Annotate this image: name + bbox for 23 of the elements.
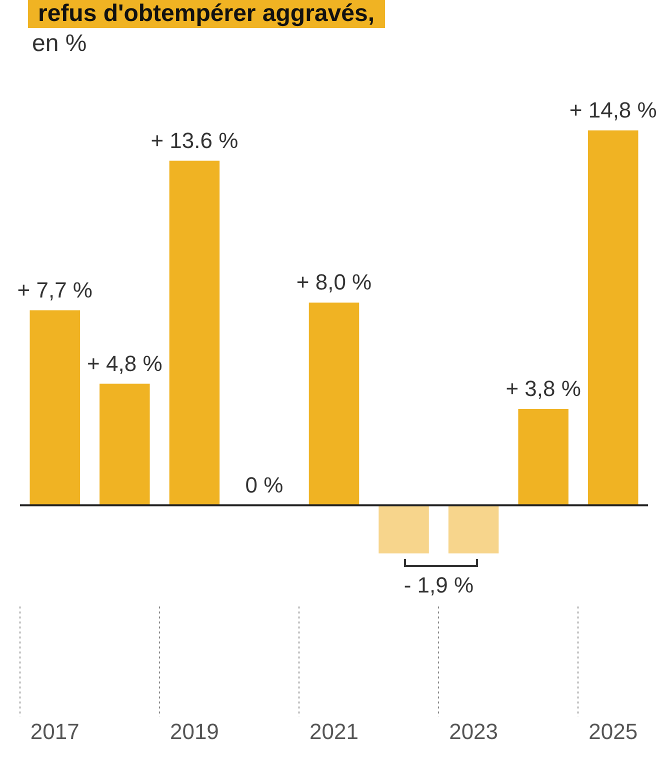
x-tick-label: 2019 (170, 718, 219, 744)
x-tick-label: 2023 (449, 718, 498, 744)
x-tick-label: 2017 (30, 718, 80, 744)
data-label: - 1,9 % (404, 572, 474, 598)
data-label: + 7,7 % (17, 277, 92, 302)
chart-subtitle: en % (32, 30, 87, 58)
x-tick-label: 2025 (588, 718, 638, 744)
data-label: + 8,0 % (296, 270, 372, 295)
bar (518, 409, 568, 506)
data-label: 0 % (245, 472, 284, 498)
bar (378, 505, 429, 554)
x-tick-label: 2021 (310, 718, 358, 744)
bar (448, 505, 499, 554)
data-label: + 3,8 % (506, 376, 581, 402)
bar (100, 384, 150, 506)
bar (30, 310, 80, 506)
bar (169, 160, 220, 506)
bar (588, 130, 638, 506)
chart-title: refus d'obtempérer aggravés, (28, 0, 384, 28)
data-label: + 14,8 % (569, 97, 657, 122)
bar (308, 302, 360, 506)
data-label: + 13.6 % (150, 128, 238, 153)
data-label: + 4,8 % (87, 350, 162, 376)
